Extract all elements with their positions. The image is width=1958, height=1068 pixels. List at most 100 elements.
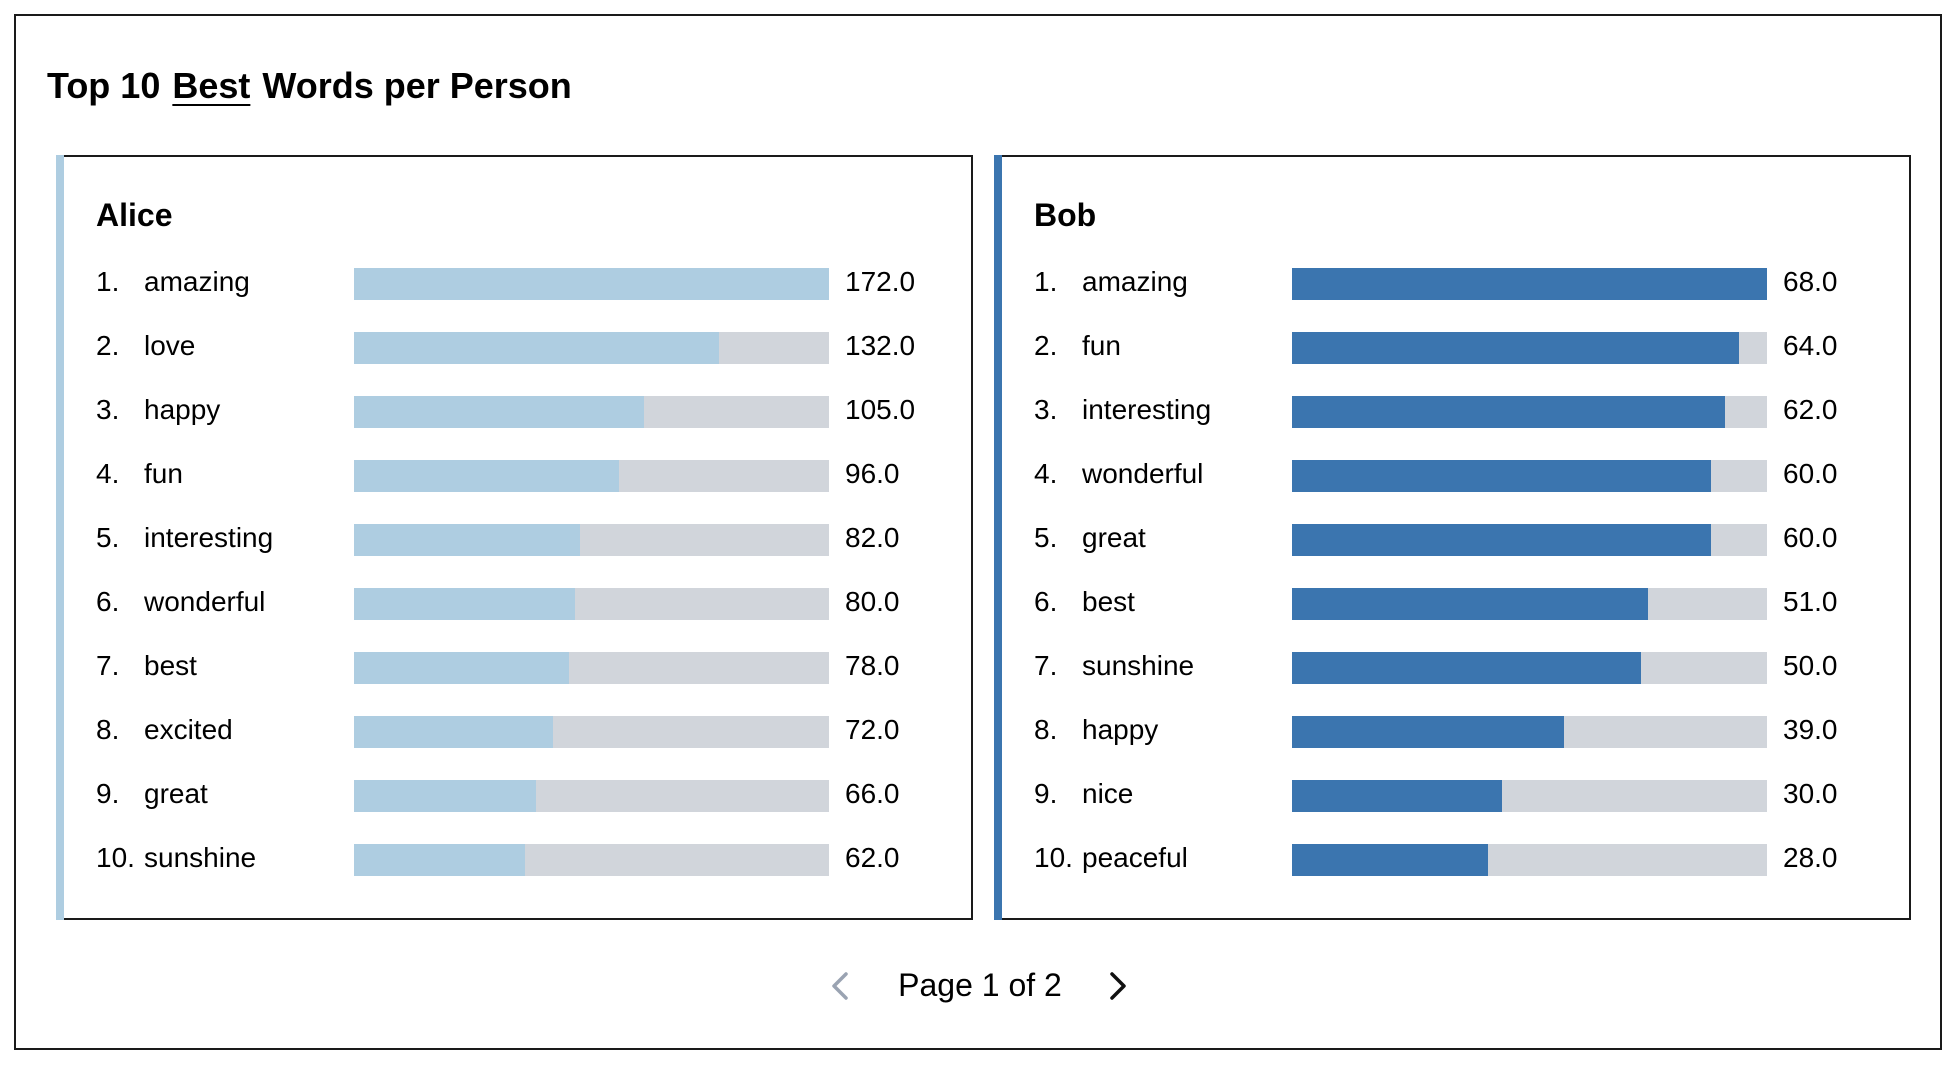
- bar-track: [1292, 716, 1767, 748]
- chevron-right-icon[interactable]: [1096, 964, 1140, 1008]
- value-label: 68.0: [1783, 266, 1838, 297]
- bar-track: [1292, 652, 1767, 684]
- bar: [1292, 460, 1712, 492]
- word-label: wonderful: [144, 586, 266, 617]
- bar: [1292, 268, 1767, 300]
- word-label: sunshine: [1082, 650, 1195, 681]
- bar: [1292, 716, 1565, 748]
- value-label: 132.0: [845, 330, 916, 361]
- word-label: fun: [144, 458, 183, 489]
- bar: [354, 524, 581, 556]
- bar: [1292, 332, 1740, 364]
- rank-label: 5.: [96, 522, 120, 553]
- value-label: 62.0: [845, 842, 900, 873]
- rank-label: 1.: [96, 266, 120, 297]
- value-label: 64.0: [1783, 330, 1838, 361]
- rank-label: 10.: [96, 842, 135, 873]
- bar-track: [1292, 844, 1767, 876]
- value-label: 78.0: [845, 650, 900, 681]
- rank-label: 9.: [1034, 778, 1058, 809]
- rank-label: 9.: [96, 778, 120, 809]
- bar-track: [354, 460, 829, 492]
- value-label: 80.0: [845, 586, 900, 617]
- bar: [354, 780, 537, 812]
- bar: [1292, 588, 1649, 620]
- bar-track: [354, 588, 829, 620]
- bar-track: [354, 716, 829, 748]
- rank-label: 2.: [96, 330, 120, 361]
- word-label: love: [144, 330, 196, 361]
- word-label: best: [1082, 586, 1135, 617]
- value-label: 62.0: [1783, 394, 1838, 425]
- title-suffix: Words per Person: [262, 65, 572, 106]
- word-label: wonderful: [1082, 458, 1204, 489]
- title-prefix: Top 10: [47, 65, 161, 106]
- bar: [354, 332, 719, 364]
- rank-label: 8.: [96, 714, 120, 745]
- value-label: 96.0: [845, 458, 900, 489]
- bar-track: [1292, 396, 1767, 428]
- bar: [354, 396, 644, 428]
- rank-label: 3.: [1034, 394, 1058, 425]
- person-card-alice: Alice 1. amazing 172.0 2. love 132.0 3. happy 10…: [56, 155, 973, 920]
- word-label: great: [1082, 522, 1146, 553]
- rank-label: 6.: [1034, 586, 1058, 617]
- card-accent-bar: [56, 155, 64, 920]
- word-label: best: [144, 650, 197, 681]
- bar: [354, 844, 526, 876]
- value-label: 72.0: [845, 714, 900, 745]
- word-label: nice: [1082, 778, 1134, 809]
- bar: [354, 268, 829, 300]
- word-label: great: [144, 778, 208, 809]
- value-label: 60.0: [1783, 522, 1838, 553]
- rank-label: 7.: [96, 650, 120, 681]
- rank-label: 7.: [1034, 650, 1058, 681]
- chevron-left-icon[interactable]: [820, 964, 864, 1008]
- word-label: sunshine: [144, 842, 257, 873]
- rank-label: 1.: [1034, 266, 1058, 297]
- bar: [354, 716, 553, 748]
- card-person-name: Alice: [96, 197, 173, 233]
- bar-track: [354, 396, 829, 428]
- bar-track: [354, 524, 829, 556]
- word-label: happy: [1082, 714, 1159, 745]
- bar-track: [1292, 780, 1767, 812]
- rank-label: 3.: [96, 394, 120, 425]
- rank-label: 5.: [1034, 522, 1058, 553]
- rank-label: 6.: [96, 586, 120, 617]
- value-label: 39.0: [1783, 714, 1838, 745]
- word-label: interesting: [1082, 394, 1212, 425]
- bar: [354, 588, 575, 620]
- word-label: excited: [144, 714, 233, 745]
- page-indicator: Page 1 of 2: [898, 967, 1062, 1003]
- dashboard-frame: [14, 14, 1942, 1050]
- value-label: 30.0: [1783, 778, 1838, 809]
- card-person-name: Bob: [1034, 197, 1097, 233]
- bar: [354, 652, 570, 684]
- rank-label: 8.: [1034, 714, 1058, 745]
- rank-label: 2.: [1034, 330, 1058, 361]
- value-label: 60.0: [1783, 458, 1838, 489]
- bar-track: [354, 844, 829, 876]
- bar-track: [1292, 332, 1767, 364]
- page-title: Top 10 Best Words per Person: [47, 62, 572, 110]
- metric-selector[interactable]: Best: [172, 65, 251, 106]
- bar-track: [1292, 524, 1767, 556]
- word-label: amazing: [144, 266, 250, 297]
- value-label: 66.0: [845, 778, 900, 809]
- person-card-bob: Bob 1. amazing 68.0 2. fun 64.0 3. interesting 6…: [994, 155, 1911, 920]
- rank-label: 10.: [1034, 842, 1073, 873]
- bar-track: [1292, 268, 1767, 300]
- bar: [1292, 396, 1726, 428]
- value-label: 51.0: [1783, 586, 1838, 617]
- pagination: Page 1 of 2: [0, 960, 1958, 1010]
- word-label: interesting: [144, 522, 274, 553]
- value-label: 105.0: [845, 394, 916, 425]
- bar: [1292, 652, 1642, 684]
- bar-track: [354, 780, 829, 812]
- value-label: 172.0: [845, 266, 916, 297]
- rank-label: 4.: [96, 458, 120, 489]
- bar: [1292, 844, 1488, 876]
- word-label: fun: [1082, 330, 1121, 361]
- bar: [354, 460, 620, 492]
